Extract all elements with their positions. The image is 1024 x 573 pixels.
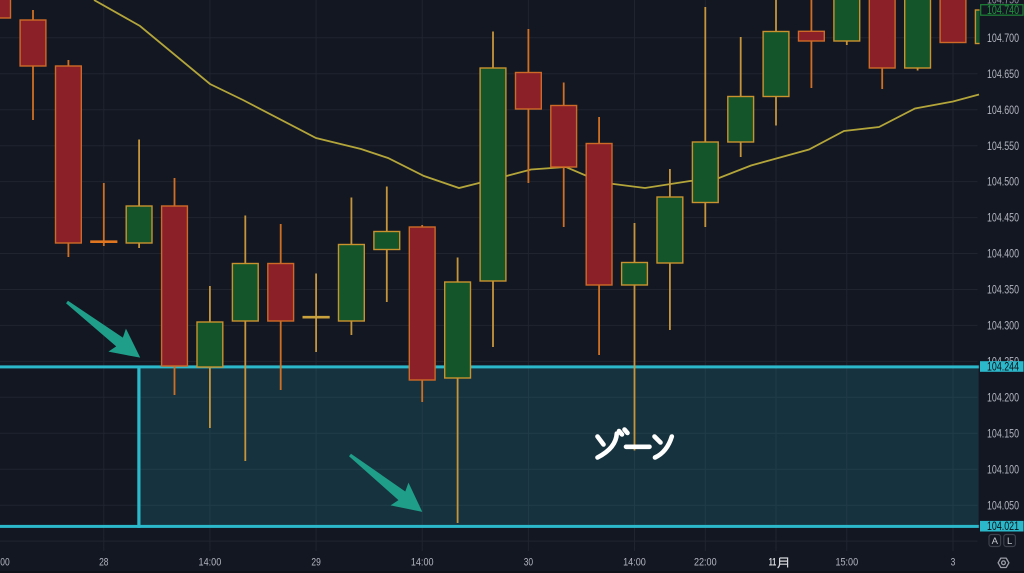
svg-text:104.550: 104.550 [987, 141, 1019, 153]
svg-text:104.050: 104.050 [987, 500, 1019, 512]
svg-text:104.600: 104.600 [987, 105, 1019, 117]
svg-text:14:00: 14:00 [199, 556, 222, 568]
svg-text:30: 30 [524, 556, 533, 568]
svg-text:29: 29 [311, 556, 320, 568]
svg-text:104.350: 104.350 [987, 285, 1019, 297]
svg-text:15:00: 15:00 [835, 556, 858, 568]
svg-text:22:00: 22:00 [694, 556, 717, 568]
svg-text:14:00: 14:00 [411, 556, 434, 568]
svg-text:104.244: 104.244 [987, 361, 1019, 373]
svg-text:104.300: 104.300 [987, 321, 1019, 333]
svg-text:L: L [1007, 536, 1012, 547]
svg-text:A: A [992, 536, 999, 547]
svg-text:3: 3 [951, 556, 956, 568]
svg-text:104.500: 104.500 [987, 177, 1019, 189]
svg-text:104.650: 104.650 [987, 69, 1019, 81]
svg-text:28: 28 [99, 556, 108, 568]
svg-text:104.740: 104.740 [987, 5, 1019, 17]
svg-text:104.400: 104.400 [987, 249, 1019, 261]
svg-text:104.700: 104.700 [987, 33, 1019, 45]
svg-text:104.450: 104.450 [987, 213, 1019, 225]
svg-text:104.100: 104.100 [987, 464, 1019, 476]
svg-text:00: 00 [0, 556, 9, 568]
svg-text:104.150: 104.150 [987, 428, 1019, 440]
svg-text:104.750: 104.750 [987, 0, 1019, 7]
svg-text:14:00: 14:00 [623, 556, 646, 568]
svg-text:11: 11 [769, 556, 777, 568]
svg-text:104.200: 104.200 [987, 392, 1019, 404]
svg-text:104.021: 104.021 [987, 521, 1019, 533]
